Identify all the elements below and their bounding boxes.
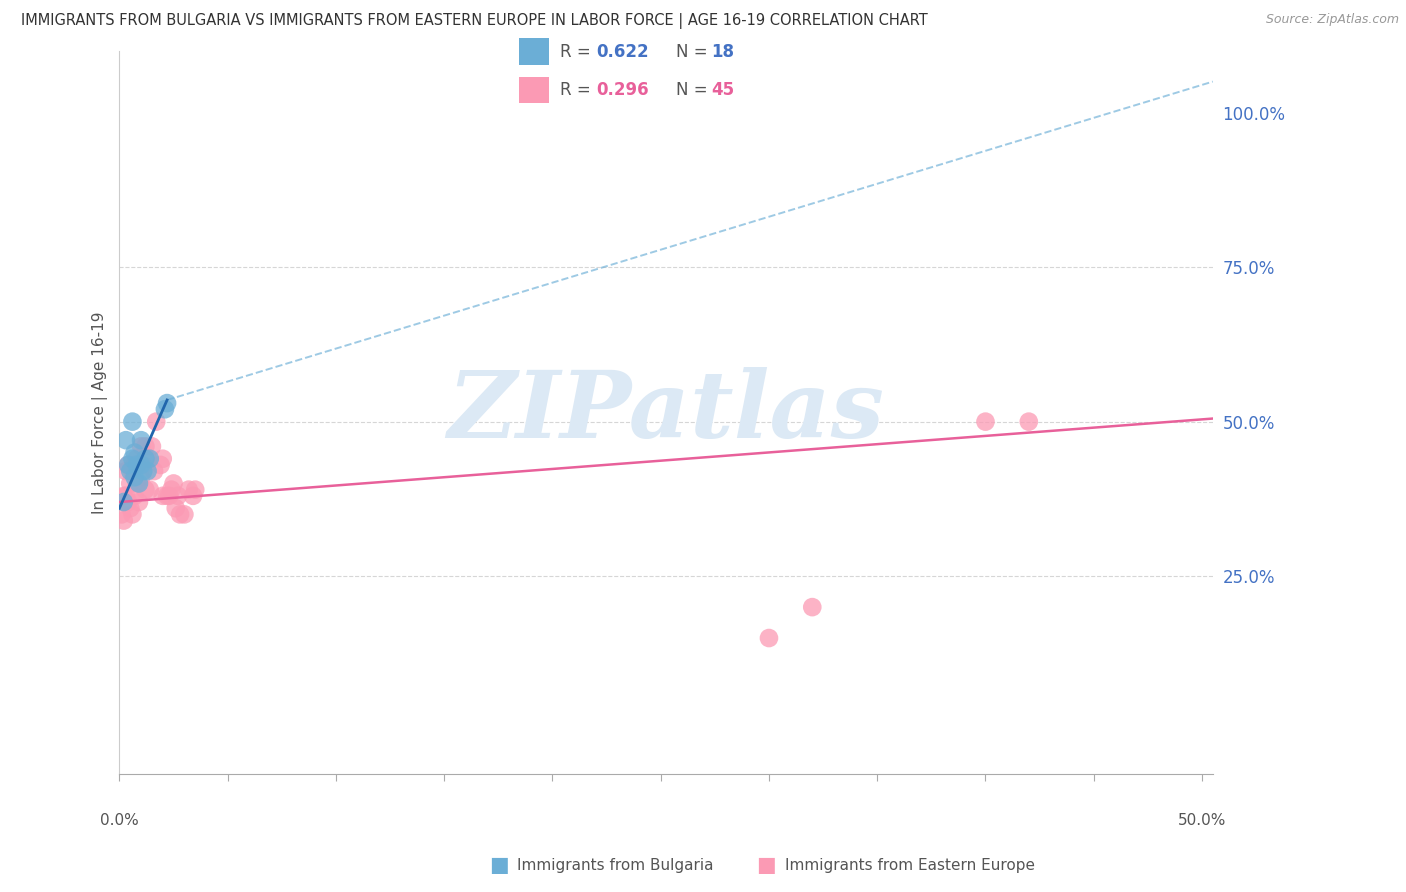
Point <box>120 501 142 516</box>
Text: ■: ■ <box>756 855 776 875</box>
Text: N =: N = <box>676 81 713 99</box>
Point <box>801 600 824 615</box>
Text: Source: ZipAtlas.com: Source: ZipAtlas.com <box>1265 13 1399 27</box>
Point <box>160 483 183 497</box>
Point <box>128 495 150 509</box>
Point <box>117 458 139 472</box>
Bar <box>519 77 550 103</box>
Point <box>124 445 146 459</box>
Point <box>121 508 143 522</box>
Point <box>128 476 150 491</box>
Point <box>153 402 176 417</box>
Point <box>112 495 135 509</box>
Point <box>169 508 191 522</box>
Point <box>112 489 135 503</box>
Point <box>115 464 138 478</box>
Point <box>121 451 143 466</box>
Point <box>181 489 204 503</box>
Point <box>132 464 155 478</box>
Text: R =: R = <box>560 43 596 61</box>
Text: N =: N = <box>676 43 713 61</box>
Text: ZIPatlas: ZIPatlas <box>447 368 884 458</box>
Text: ■: ■ <box>489 855 509 875</box>
Point <box>134 483 156 497</box>
Text: IMMIGRANTS FROM BULGARIA VS IMMIGRANTS FROM EASTERN EUROPE IN LABOR FORCE | AGE : IMMIGRANTS FROM BULGARIA VS IMMIGRANTS F… <box>21 13 928 29</box>
Point <box>115 489 138 503</box>
Point <box>125 458 148 472</box>
Point <box>139 451 162 466</box>
Point <box>125 476 148 491</box>
Point <box>121 415 143 429</box>
Text: Immigrants from Bulgaria: Immigrants from Bulgaria <box>517 858 714 872</box>
Point <box>121 464 143 478</box>
Point <box>129 433 152 447</box>
Point <box>128 458 150 472</box>
Point <box>117 495 139 509</box>
Point <box>156 396 179 410</box>
Point <box>125 451 148 466</box>
Point <box>143 464 166 478</box>
Point <box>152 489 174 503</box>
Point <box>124 458 146 472</box>
Point <box>129 439 152 453</box>
Text: 0.296: 0.296 <box>596 81 650 99</box>
Point <box>129 458 152 472</box>
Point <box>173 508 195 522</box>
Point <box>134 439 156 453</box>
Point <box>141 439 163 453</box>
Point <box>134 451 156 466</box>
Point <box>120 464 142 478</box>
Point <box>124 470 146 484</box>
Point <box>132 458 155 472</box>
Point <box>112 514 135 528</box>
Text: 18: 18 <box>711 43 734 61</box>
Text: 50.0%: 50.0% <box>1178 813 1226 828</box>
Text: R =: R = <box>560 81 596 99</box>
Point <box>136 464 159 478</box>
Point <box>162 476 184 491</box>
Point <box>145 415 167 429</box>
Point <box>115 433 138 447</box>
Bar <box>519 38 550 65</box>
Point <box>156 489 179 503</box>
Point <box>136 451 159 466</box>
Point <box>758 631 780 645</box>
Text: 45: 45 <box>711 81 734 99</box>
Point <box>974 415 997 429</box>
Point <box>167 489 190 503</box>
Point <box>177 483 200 497</box>
Point <box>1018 415 1040 429</box>
Point <box>129 470 152 484</box>
Point <box>165 501 187 516</box>
Point <box>110 508 132 522</box>
Point <box>139 483 162 497</box>
Text: 0.622: 0.622 <box>596 43 650 61</box>
Text: Immigrants from Eastern Europe: Immigrants from Eastern Europe <box>785 858 1035 872</box>
Point <box>149 458 172 472</box>
Point <box>117 458 139 472</box>
Point <box>124 489 146 503</box>
Text: 0.0%: 0.0% <box>100 813 139 828</box>
Point <box>157 489 180 503</box>
Y-axis label: In Labor Force | Age 16-19: In Labor Force | Age 16-19 <box>93 311 108 514</box>
Point <box>120 476 142 491</box>
Point <box>184 483 207 497</box>
Point <box>152 451 174 466</box>
